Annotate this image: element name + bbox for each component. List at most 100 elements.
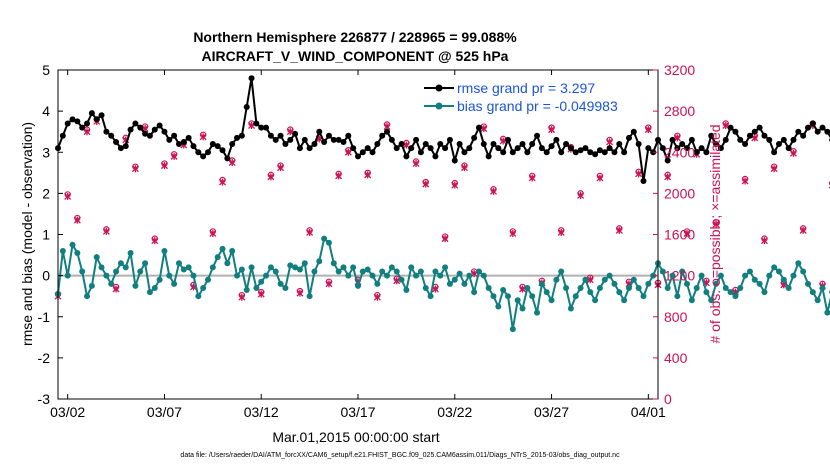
rmse-point: [563, 141, 570, 148]
rmse-point: [645, 145, 652, 152]
rmse-point: [553, 136, 560, 143]
rmse-point: [146, 132, 153, 139]
rmse-point: [214, 143, 221, 150]
bias-point: [108, 280, 115, 287]
bias-point: [234, 272, 241, 279]
bias-point: [543, 289, 550, 296]
legend: rmse grand pr = 3.297 bias grand pr = -0…: [424, 80, 618, 114]
rmse-point: [74, 118, 81, 125]
rmse-point: [819, 124, 826, 131]
rmse-point: [282, 141, 289, 148]
rmse-point: [93, 116, 100, 123]
bias-point: [664, 284, 671, 291]
bias-point: [64, 272, 71, 279]
rmse-point: [587, 149, 594, 156]
y-left-tick-label: -3: [38, 391, 51, 407]
rmse-point: [601, 149, 608, 156]
bias-point: [190, 272, 197, 279]
bias-point: [325, 239, 332, 246]
rmse-point: [321, 138, 328, 145]
rmse-point: [475, 124, 482, 131]
rmse-point: [800, 132, 807, 139]
bias-point: [117, 260, 124, 267]
bias-point: [761, 289, 768, 296]
bias-point: [592, 297, 599, 304]
rmse-point: [693, 149, 700, 156]
legend-rmse-label: rmse grand pr = 3.297: [457, 80, 595, 96]
bias-point: [514, 297, 521, 304]
obs-assimilated-point: [460, 164, 468, 172]
y-right-tick-label: 3200: [664, 62, 695, 78]
obs-assimilated-point: [393, 277, 401, 285]
rmse-point: [732, 128, 739, 135]
bias-point: [630, 276, 637, 283]
bias-point: [625, 284, 632, 291]
bias-point: [253, 284, 260, 291]
obs-assimilated-point: [431, 285, 439, 293]
obs-assimilated-point: [528, 174, 536, 182]
bias-point: [195, 293, 202, 300]
bias-point: [785, 284, 792, 291]
rmse-point: [456, 141, 463, 148]
rmse-point: [335, 136, 342, 143]
rmse-point: [805, 124, 811, 131]
bias-point: [471, 289, 478, 296]
rmse-point: [505, 136, 511, 143]
rmse-point: [824, 128, 830, 135]
bias-point: [335, 268, 342, 275]
rmse-point: [156, 122, 163, 129]
bias-point: [122, 264, 129, 271]
bias-point: [388, 264, 395, 271]
bias-point: [403, 287, 410, 294]
bias-point: [103, 272, 110, 279]
bias-point: [287, 262, 294, 269]
rmse-point: [84, 120, 91, 127]
bias-point: [805, 280, 811, 287]
obs-assimilated-point: [712, 220, 720, 228]
bias-point: [737, 284, 744, 291]
rmse-point: [567, 145, 574, 152]
rmse-point: [795, 128, 802, 135]
bias-point: [722, 284, 729, 291]
obs-assimilated-point: [277, 164, 285, 172]
bias-point: [224, 260, 231, 267]
obs-assimilated-point: [799, 226, 807, 234]
bias-point: [437, 272, 444, 279]
y-right-tick-label: 2000: [664, 185, 695, 201]
rmse-point: [325, 132, 332, 139]
rmse-point: [200, 153, 207, 160]
bias-point: [180, 266, 187, 273]
bias-point: [113, 268, 120, 275]
rmse-point: [388, 136, 395, 143]
bias-point: [688, 297, 695, 304]
bias-point: [790, 272, 797, 279]
rmse-point: [408, 145, 415, 152]
bias-point: [442, 264, 449, 271]
bias-point: [142, 260, 149, 267]
bias-point: [485, 284, 492, 291]
rmse-point: [500, 149, 507, 156]
rmse-point: [258, 124, 265, 131]
bias-point: [243, 287, 250, 294]
rmse-point: [737, 136, 744, 143]
rmse-point: [640, 178, 647, 185]
rmse-point: [674, 145, 681, 152]
rmse-point: [427, 145, 434, 152]
bias-point: [374, 280, 381, 287]
obs-assimilated-point: [373, 293, 381, 301]
y-left-tick-label: 4: [42, 103, 50, 119]
bias-point: [698, 272, 705, 279]
bias-point: [713, 280, 720, 287]
bias-point: [277, 280, 284, 287]
rmse-point: [548, 143, 555, 150]
bias-point: [321, 235, 328, 242]
rmse-point: [205, 149, 211, 156]
x-tick-label: 04/01: [631, 404, 666, 420]
y-axis-left: -3 -2 -1 0 1 2 3 4 5: [38, 62, 63, 407]
obs-assimilated-point: [422, 180, 430, 188]
bias-point: [587, 289, 594, 296]
obs-assimilated-point: [257, 290, 265, 298]
rmse-point: [345, 132, 352, 139]
rmse-point: [234, 134, 241, 141]
legend-rmse-marker: [435, 84, 443, 92]
